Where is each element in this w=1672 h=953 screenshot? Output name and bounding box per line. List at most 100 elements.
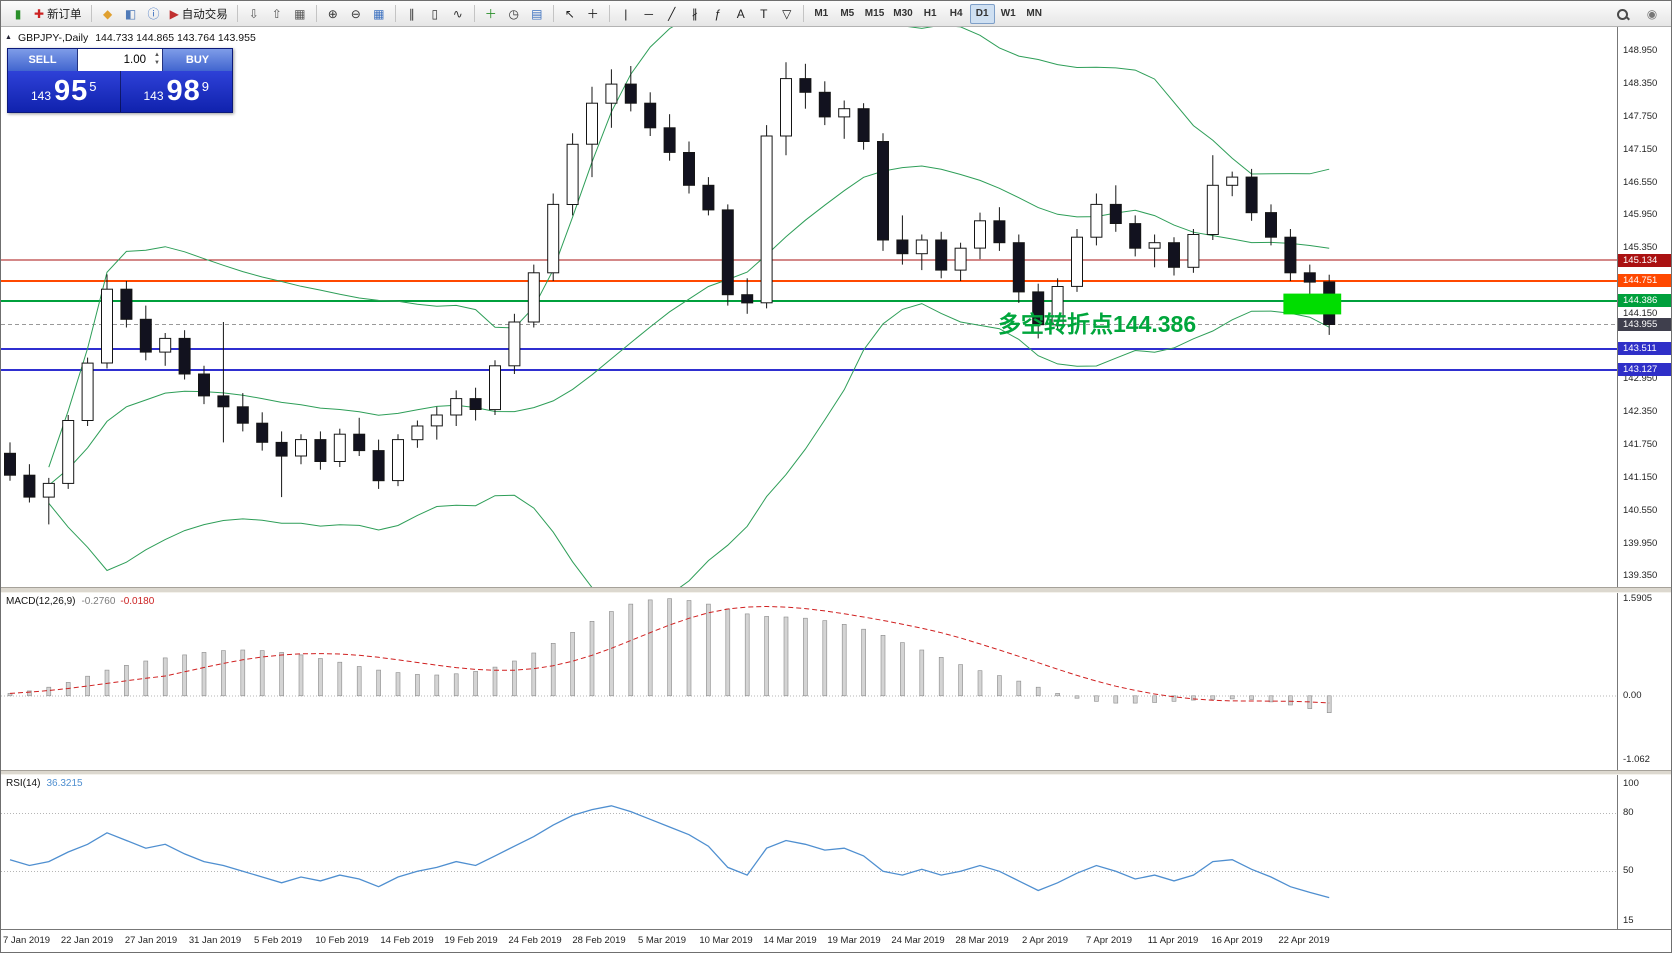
buy-price[interactable]: 143 98 9 bbox=[119, 71, 233, 112]
timeframe-d1-button[interactable]: D1 bbox=[969, 3, 995, 24]
timeframe-m30-button[interactable]: M30 bbox=[889, 4, 916, 24]
date-label: 22 Jan 2019 bbox=[60, 935, 114, 946]
zoom-out-icon: ⊖ bbox=[350, 6, 361, 21]
date-label: 14 Feb 2019 bbox=[380, 935, 434, 946]
data-window-button[interactable]: ⓘ bbox=[143, 4, 165, 24]
timeframe-h4-button[interactable]: H4 bbox=[944, 4, 969, 24]
horizontal-line-button[interactable]: ─ bbox=[638, 4, 660, 24]
chart-title: GBPJPY-,Daily 144.733 144.865 143.764 143… bbox=[18, 32, 256, 44]
terminal-panel-button[interactable]: ⇩ bbox=[243, 4, 265, 24]
text-button[interactable]: A bbox=[730, 4, 752, 24]
strategy-tester-button[interactable]: ⇧ bbox=[266, 4, 288, 24]
vertical-line-button[interactable]: | bbox=[615, 4, 637, 24]
timeframe-m15-button[interactable]: M15 bbox=[861, 4, 888, 24]
channel-button[interactable]: ∦ bbox=[684, 4, 706, 24]
buy-price-head: 143 bbox=[143, 89, 164, 103]
timeframe-m5-button[interactable]: M5 bbox=[835, 4, 860, 24]
timeframe-m1-button[interactable]: M1 bbox=[809, 4, 834, 24]
volume-spin-down-icon[interactable]: ▼ bbox=[154, 60, 160, 66]
periods-icon: ◷ bbox=[508, 6, 520, 21]
zoom-in-button[interactable]: ⊕ bbox=[322, 4, 344, 24]
line-chart-icon: ∿ bbox=[452, 6, 463, 21]
volume-input[interactable]: 1.00 ▲ ▼ bbox=[77, 49, 163, 71]
macd-name: MACD(12,26,9) bbox=[6, 596, 76, 607]
date-label: 27 Jan 2019 bbox=[124, 935, 178, 946]
rsi-canvas[interactable] bbox=[1, 775, 1617, 929]
indicators-button[interactable]: ＋ bbox=[480, 4, 502, 24]
one-click-collapse-button[interactable]: ▲ bbox=[5, 34, 12, 41]
crosshair-button[interactable]: ＋ bbox=[582, 4, 604, 24]
price-scale-label: 147.150 bbox=[1623, 144, 1658, 155]
time-axis[interactable]: 7 Jan 2019 22 Jan 2019 27 Jan 2019 31 Jan 2… bbox=[1, 929, 1671, 952]
data-window-icon: ⓘ bbox=[147, 6, 160, 21]
timeframe-h1-button[interactable]: H1 bbox=[918, 4, 943, 24]
candlestick-chart-button[interactable]: ▯ bbox=[424, 4, 446, 24]
date-label: 16 Apr 2019 bbox=[1211, 935, 1263, 946]
fibonacci-button[interactable]: ƒ bbox=[707, 4, 729, 24]
timeframe-mn-button-label: MN bbox=[1026, 8, 1042, 19]
navigator-button[interactable]: ▦ bbox=[289, 4, 311, 24]
date-label: 10 Feb 2019 bbox=[315, 935, 369, 946]
profile-icon[interactable]: ◉ bbox=[1641, 4, 1663, 24]
search-icon bbox=[1616, 8, 1629, 21]
price-scale-label: 141.750 bbox=[1623, 439, 1658, 450]
sell-price-sup: 5 bbox=[89, 78, 97, 94]
search-icon[interactable] bbox=[1611, 4, 1633, 24]
candlesticks bbox=[4, 62, 1336, 525]
price-scale-marker-143.511: 143.511 bbox=[1618, 342, 1671, 355]
chart-annotation-text: 多空转折点144.386 bbox=[998, 311, 1197, 337]
panel-splitter[interactable] bbox=[1, 587, 1671, 593]
cursor-button[interactable]: ↖ bbox=[559, 4, 581, 24]
price-scale-marker-143.955: 143.955 bbox=[1618, 318, 1671, 331]
bollinger-upper-band bbox=[48, 27, 1330, 468]
rsi-scale-label: 15 bbox=[1623, 915, 1634, 926]
date-label: 22 Apr 2019 bbox=[1278, 935, 1330, 946]
sell-button[interactable]: SELL bbox=[8, 49, 77, 71]
templates-icon: ▤ bbox=[531, 6, 543, 21]
timeframe-w1-button-label: W1 bbox=[1000, 8, 1016, 19]
toolbar-separator bbox=[552, 5, 554, 22]
templates-button[interactable]: ▤ bbox=[526, 4, 548, 24]
periods-button[interactable]: ◷ bbox=[503, 4, 525, 24]
trendline-button[interactable]: ╱ bbox=[661, 4, 683, 24]
date-label: 19 Feb 2019 bbox=[444, 935, 498, 946]
strategy-tester-icon: ⇧ bbox=[271, 6, 282, 21]
timeframe-w1-button[interactable]: W1 bbox=[996, 4, 1021, 24]
autotrade-button[interactable]: ▶ 自动交易 bbox=[166, 4, 232, 24]
metaeditor-button[interactable]: ◆ bbox=[97, 4, 119, 24]
market-watch-icon: ◧ bbox=[124, 6, 137, 21]
buy-button[interactable]: BUY bbox=[163, 49, 232, 71]
cursor-icon: ↖ bbox=[564, 6, 575, 21]
bar-chart-button[interactable]: ∥ bbox=[401, 4, 423, 24]
timeframe-m1-button-label: M1 bbox=[814, 8, 829, 19]
label-button[interactable]: T bbox=[753, 4, 775, 24]
macd-signal-value: -0.0180 bbox=[120, 596, 155, 607]
price-scale-marker-143.127: 143.127 bbox=[1618, 363, 1671, 376]
rsi-label: RSI(14) 36.3215 bbox=[6, 778, 83, 789]
price-scale[interactable]: 148.950 148.350 147.750 147.150 146.550 145.9… bbox=[1617, 27, 1671, 929]
tile-windows-button[interactable]: ▦ bbox=[368, 4, 390, 24]
line-chart-button[interactable]: ∿ bbox=[447, 4, 469, 24]
macd-scale-label: 1.5905 bbox=[1623, 593, 1653, 604]
candlestick-chart-icon: ▯ bbox=[431, 6, 439, 21]
zoom-out-button[interactable]: ⊖ bbox=[345, 4, 367, 24]
timeframe-mn-button[interactable]: MN bbox=[1022, 4, 1047, 24]
macd-signal-line bbox=[9, 605, 1330, 704]
zoom-in-icon: ⊕ bbox=[327, 6, 338, 21]
chart-canvas[interactable] bbox=[1, 27, 1617, 587]
chart-ohlc-values: 144.733 144.865 143.764 143.955 bbox=[95, 32, 256, 44]
date-label: 19 Mar 2019 bbox=[827, 935, 881, 946]
horizontal-lines bbox=[1, 259, 1617, 371]
market-watch-button[interactable]: ◧ bbox=[120, 4, 142, 24]
new-order-button[interactable]: ✚ 新订单 bbox=[30, 4, 86, 24]
rsi-scale-label: 50 bbox=[1623, 865, 1634, 876]
toolbar: ▮ ✚ 新订单 ◆ ◧ ⓘ ▶ 自动交易 ⇩ ⇧ ▦ ⊕ ⊖ ▦ ∥ ▯ ∿ ＋ ◷ ▤ ↖ ＋ | ─ ╱ ∦ ƒ A T ▽ M1 M5 M… bbox=[1, 1, 1671, 27]
timeframe-m15-button-label: M15 bbox=[864, 8, 885, 19]
macd-canvas[interactable] bbox=[1, 593, 1617, 770]
sell-price[interactable]: 143 95 5 bbox=[8, 71, 120, 112]
panel-splitter[interactable] bbox=[1, 770, 1671, 775]
shapes-button[interactable]: ▽ bbox=[776, 4, 798, 24]
volume-spin-up-icon[interactable]: ▲ bbox=[154, 52, 160, 58]
price-scale-label: 139.950 bbox=[1623, 538, 1658, 549]
label-icon: T bbox=[760, 6, 768, 21]
